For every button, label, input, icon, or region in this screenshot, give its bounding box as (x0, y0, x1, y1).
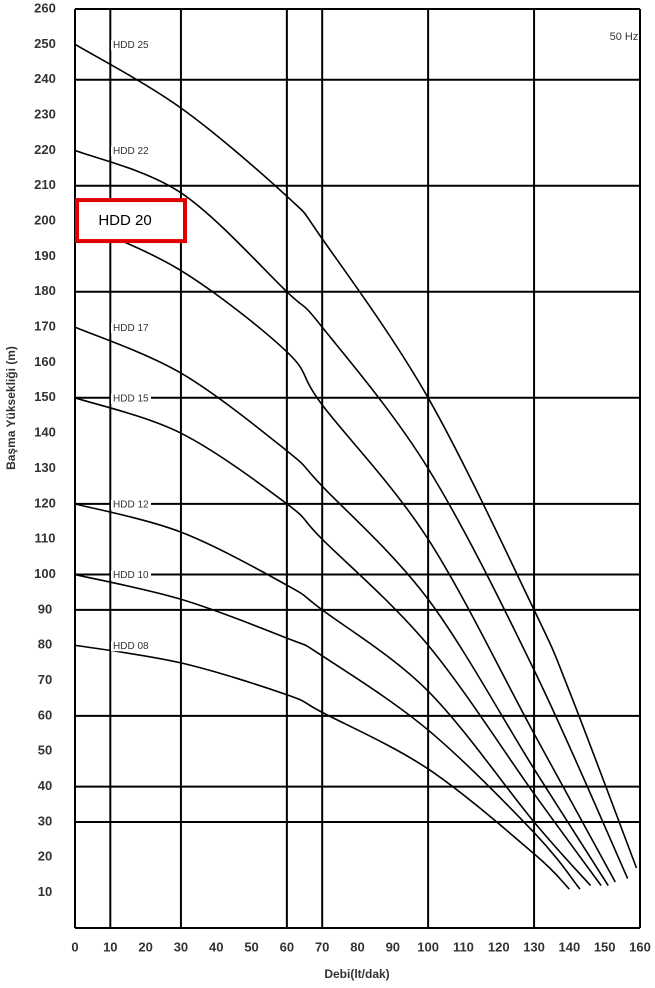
x-tick-label: 60 (280, 939, 294, 954)
y-tick-label: 130 (34, 460, 56, 475)
curve (74, 43, 638, 869)
y-tick-label: 20 (38, 849, 52, 864)
series-label: HDD 20 (98, 212, 151, 229)
series-label: HDD 22 (113, 146, 149, 157)
y-tick-label: 120 (34, 495, 56, 510)
label-bg (111, 393, 151, 404)
y-tick-label: 60 (38, 707, 52, 722)
y-tick-label: 50 (38, 743, 52, 758)
x-tick-label: 40 (209, 939, 223, 954)
highlight-box (75, 198, 187, 244)
label-bg (111, 641, 151, 652)
y-tick-label: 220 (34, 142, 56, 157)
y-tick-label: 80 (38, 637, 52, 652)
y-tick-label: 150 (34, 389, 56, 404)
series-label: HDD 17 (113, 323, 149, 334)
label-bg (111, 499, 151, 510)
x-tick-label: 140 (559, 939, 581, 954)
y-tick-label: 160 (34, 354, 56, 369)
y-tick-label: 90 (38, 601, 52, 616)
x-tick-label: 70 (315, 939, 329, 954)
x-tick-label: 110 (453, 939, 474, 954)
label-bg (111, 40, 151, 51)
x-tick-label: 160 (629, 939, 651, 954)
y-tick-label: 70 (38, 672, 52, 687)
curve (74, 397, 602, 887)
x-tick-label: 80 (350, 939, 364, 954)
x-tick-label: 90 (386, 939, 400, 954)
curve (74, 220, 616, 883)
y-tick-label: 170 (34, 319, 56, 334)
annotation: 50 Hz (610, 31, 639, 43)
y-tick-label: 180 (34, 283, 56, 298)
x-tick-label: 150 (594, 939, 616, 954)
x-tick-label: 120 (488, 939, 510, 954)
series-label: HDD 25 (113, 40, 149, 51)
y-tick-label: 110 (35, 531, 56, 546)
y-tick-label: 190 (34, 248, 56, 263)
y-axis-label: Başma Yüksekliği (m) (4, 346, 18, 470)
series-label: HDD 10 (113, 570, 149, 581)
y-tick-label: 30 (38, 813, 52, 828)
curve (74, 149, 629, 879)
x-tick-label: 30 (174, 939, 188, 954)
x-tick-label: 10 (103, 939, 117, 954)
y-tick-label: 250 (34, 36, 56, 51)
x-tick-label: 130 (523, 939, 545, 954)
x-tick-label: 20 (138, 939, 152, 954)
y-tick-label: 230 (34, 106, 56, 121)
series-label: HDD 08 (113, 641, 149, 652)
x-tick-label: 0 (71, 939, 78, 954)
y-tick-label: 200 (34, 213, 56, 228)
x-tick-label: 50 (244, 939, 258, 954)
y-tick-label: 210 (34, 177, 56, 192)
y-tick-label: 240 (34, 71, 56, 86)
curve (74, 644, 570, 890)
x-axis-label: Debi(lt/dak) (324, 967, 389, 981)
series-label: HDD 15 (113, 393, 149, 404)
label-bg (111, 323, 151, 334)
label-bg (111, 146, 151, 157)
x-tick-label: 100 (417, 939, 439, 954)
y-tick-label: 40 (38, 778, 52, 793)
label-bg (111, 570, 151, 581)
curve (74, 573, 581, 890)
series-label: HDD 12 (113, 499, 149, 510)
y-tick-label: 260 (34, 0, 56, 15)
y-tick-label: 10 (38, 884, 52, 899)
curve (74, 503, 592, 887)
y-tick-label: 100 (34, 566, 56, 581)
curve (74, 326, 609, 887)
y-tick-label: 140 (34, 425, 56, 440)
